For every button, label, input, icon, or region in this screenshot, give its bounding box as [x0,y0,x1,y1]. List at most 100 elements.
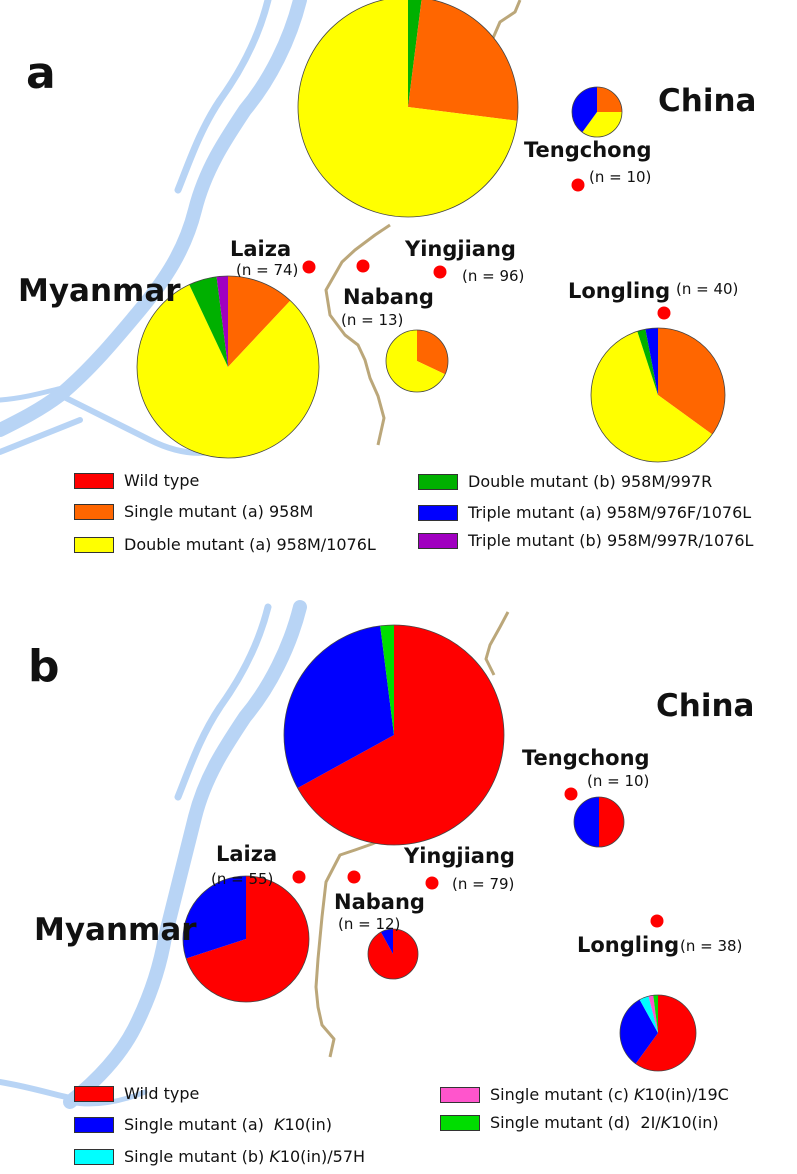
pie-outline [182,875,310,1003]
site-n-nabang: (n = 13) [341,311,404,329]
pie-nabang [367,928,419,980]
pie-outline [619,994,697,1072]
site-markers-b [292,787,664,928]
marker-nabang [356,259,370,273]
legend-a-triple-mutant-b: Triple mutant (b) 958M/997R/1076L [418,531,753,550]
pie-slice-single-a-dhps [597,87,622,112]
pie-slice-single-c-k10 [648,995,658,1033]
pies-b [182,624,697,1072]
site-n-yingjiang: (n = 96) [462,267,525,285]
pie-slice-single-a-dhps [658,328,725,435]
legend-swatch [418,504,458,521]
pie-slice-wild-type [186,876,309,1002]
legend-swatch [74,1148,114,1165]
legend-swatch [74,536,114,553]
legend-b-single-mutant-c: Single mutant (c) K10(in)/19C [440,1085,729,1104]
pie-outline [573,796,625,848]
pie-slice-single-a-dhps [228,276,291,367]
legend-label: Single mutant (a) K10(in) [124,1115,332,1134]
legend-b-single-mutant-d: Single mutant (d) 2I/K10(in) [440,1113,719,1132]
country-label-myanmar: Myanmar [18,273,181,309]
site-markers-a [302,178,671,320]
pie-yingjiang [297,0,519,218]
legend-a-single-mutant-a: Single mutant (a) 958M [74,502,313,521]
marker-longling [650,914,664,928]
legend-b-wild-type: Wild type [74,1084,199,1103]
marker-yingjiang [433,265,447,279]
legend-swatch [418,532,458,549]
legend-label: Double mutant (a) 958M/1076L [124,535,376,554]
pie-longling [590,327,726,463]
river-a [0,0,307,456]
map-b [0,600,697,1109]
legend-label: Triple mutant (a) 958M/976F/1076L [468,503,752,522]
pie-slice-double-a-dhps [582,112,622,138]
pie-outline [297,0,519,218]
legend-label: Double mutant (b) 958M/997R [468,472,713,491]
pie-slice-single-a-k10 [380,929,393,954]
marker-laiza [292,870,306,884]
legend-swatch [74,1116,114,1133]
pie-longling [619,994,697,1072]
site-n-laiza: (n = 55) [211,870,274,888]
panel-b-letter: b [28,641,60,692]
site-n-yingjiang: (n = 79) [452,875,515,893]
pie-laiza [136,275,320,459]
pie-outline [571,86,623,138]
site-n-longling: (n = 40) [676,280,739,298]
legend-swatch [74,503,114,520]
legend-swatch [74,1085,114,1102]
legend-swatch [74,472,114,489]
pie-slice-double-b-dhps [408,0,422,107]
pie-nabang [385,329,449,393]
pie-slice-double-b-dhps [637,329,658,395]
site-label-laiza: Laiza [230,237,292,261]
site-label-nabang: Nabang [343,285,434,309]
site-n-laiza: (n = 74) [236,261,299,279]
marker-tengchong [564,787,578,801]
pie-slice-wild-type [599,797,624,847]
pie-slice-wild-type [635,995,696,1071]
site-label-longling: Longling [568,279,671,303]
panel-a-letter: a [26,48,56,99]
pie-slice-wild-type [297,625,505,845]
pie-slice-double-a-dhps [386,330,446,392]
marker-nabang [347,870,361,884]
pie-slice-single-d-k10 [653,995,658,1033]
marker-laiza [302,260,316,274]
country-label-myanmar: Myanmar [34,912,197,948]
pie-tengchong [571,86,623,138]
site-label-tengchong: Tengchong [522,746,650,770]
pie-outline [385,329,449,393]
pie-slice-double-a-dhps [298,0,518,217]
border-b [314,611,510,1058]
pie-slice-single-a-k10 [619,999,658,1064]
site-label-yingjiang: Yingjiang [404,844,515,868]
map-a [0,0,726,463]
legend-label: Single mutant (b) K10(in)/57H [124,1147,366,1166]
site-label-yingjiang: Yingjiang [405,237,516,261]
legend-swatch [440,1114,480,1131]
pie-slice-triple-b-dhps [216,276,228,367]
pie-yingjiang [283,624,505,846]
pie-slice-triple-a-dhps [571,87,597,133]
legend-swatch [418,473,458,490]
pie-slice-single-b-k10 [639,996,658,1033]
pie-slice-triple-a-dhps [645,328,658,395]
pie-slice-single-a-k10 [284,625,394,788]
panel-a: a China Myanmar Tengchong (n = 10) Laiza… [0,0,756,554]
legend-label: Triple mutant (b) 958M/997R/1076L [468,531,754,550]
country-label-china: China [656,688,755,724]
pie-outline [590,327,726,463]
pie-slice-double-b-dhps [189,276,228,367]
pie-slice-wild-type [367,929,418,979]
legend-a-double-mutant-a: Double mutant (a) 958M/1076L [74,535,376,554]
legend-a-double-mutant-b: Double mutant (b) 958M/997R [418,472,712,491]
panel-b: b China Myanmar Tengchong (n = 10) Laiza… [0,587,797,1174]
legend-label: Single mutant (a) 958M [124,502,314,521]
legend-swatch [440,1086,480,1103]
pie-tengchong [573,796,625,848]
legend-label: Wild type [124,471,200,490]
legend-b-single-mutant-a: Single mutant (a) K10(in) [74,1115,332,1134]
pie-slice-single-a-k10 [574,797,599,847]
